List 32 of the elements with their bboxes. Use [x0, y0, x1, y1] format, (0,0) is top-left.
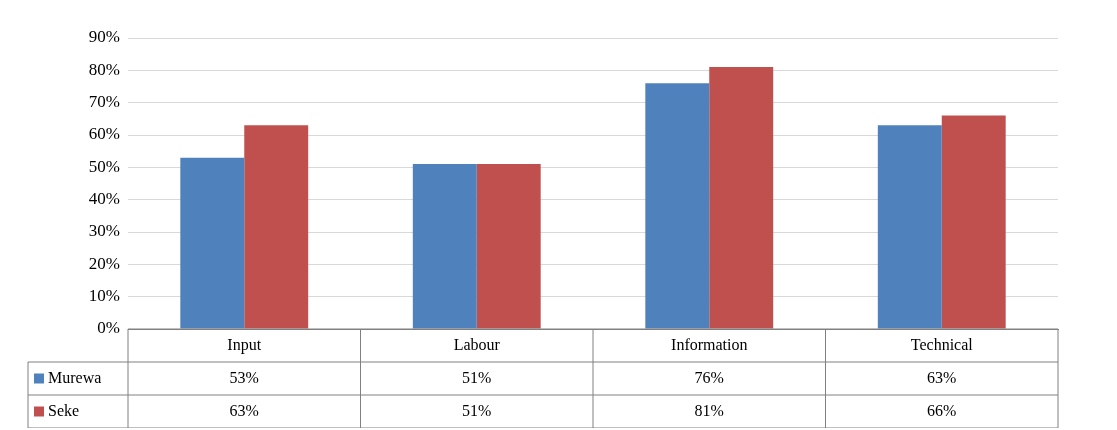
- y-tick-label: 30%: [88, 221, 120, 241]
- y-tick-label: 0%: [97, 318, 120, 338]
- bar: [244, 125, 309, 329]
- bar: [412, 164, 477, 329]
- y-tick-label: 40%: [88, 189, 120, 209]
- bar: [877, 125, 942, 329]
- x-tick-label: Labour: [453, 335, 501, 353]
- x-tick-label: Information: [671, 335, 748, 353]
- y-tick-label: 90%: [88, 27, 120, 47]
- data-label: 63%: [229, 401, 259, 419]
- y-tick-label: 20%: [88, 253, 120, 273]
- y-tick-label: 80%: [88, 59, 120, 79]
- bar: [941, 115, 1006, 329]
- data-label: 51%: [462, 401, 492, 419]
- data-label: 76%: [694, 368, 724, 386]
- y-tick-label: 10%: [88, 286, 120, 306]
- bar: [476, 164, 541, 329]
- bar: [180, 157, 245, 329]
- data-label: 81%: [694, 401, 724, 419]
- y-tick-label: 70%: [88, 92, 120, 112]
- legend-label: Murewa: [48, 368, 102, 386]
- data-label: 66%: [927, 401, 957, 419]
- x-tick-label: Technical: [910, 335, 974, 353]
- legend-label: Seke: [48, 401, 80, 419]
- bar: [645, 83, 710, 329]
- y-tick-label: 50%: [88, 156, 120, 176]
- bar: [709, 67, 774, 329]
- data-label: 53%: [229, 368, 259, 386]
- data-label: 63%: [927, 368, 957, 386]
- y-tick-label: 60%: [88, 124, 120, 144]
- x-tick-label: Input: [227, 335, 262, 354]
- data-label: 51%: [462, 368, 492, 386]
